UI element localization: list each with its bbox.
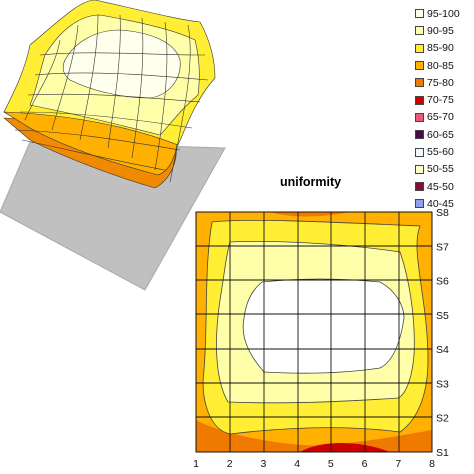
- x-tick-label: 1: [193, 458, 199, 470]
- legend-item: 65-70: [415, 109, 474, 126]
- legend-swatch: [415, 147, 424, 157]
- y-axis: S1 S2 S3 S4 S5 S6 S7 S8: [436, 207, 449, 459]
- y-tick-label: S1: [436, 447, 449, 459]
- surface-mesh: [14, 14, 209, 183]
- contour-plot-border: [195, 211, 433, 453]
- x-tick-label: 5: [328, 458, 334, 470]
- legend-swatch: [415, 164, 424, 174]
- contour-band-95-100: [242, 278, 405, 374]
- legend-label: 55-60: [427, 146, 454, 159]
- y-tick-label: S2: [436, 413, 449, 425]
- y-tick-label: S5: [436, 310, 449, 322]
- legend-swatch: [415, 43, 424, 53]
- legend-swatch: [415, 9, 424, 19]
- legend-label: 70-75: [427, 94, 454, 107]
- legend-item: 90-95: [415, 22, 474, 39]
- contour-plot: S1 S2 S3 S4 S5 S6 S7 S8 1 2 3 4 5 6 7 8: [193, 207, 449, 470]
- legend-item: 70-75: [415, 91, 474, 108]
- x-tick-label: 8: [429, 458, 435, 470]
- legend-swatch: [415, 112, 424, 122]
- y-tick-label: S4: [436, 344, 449, 356]
- legend-swatch: [415, 199, 424, 209]
- x-tick-label: 7: [395, 458, 401, 470]
- legend-swatch: [415, 95, 424, 105]
- contour-band-bottom: [196, 420, 432, 452]
- x-tick-label: 6: [362, 458, 368, 470]
- legend-item: 40-45: [415, 195, 474, 212]
- legend: 95-100 90-95 85-90 80-85 75-80 70-75 65-70 60-6…: [415, 5, 474, 213]
- legend-label: 50-55: [427, 163, 454, 176]
- y-tick-label: S8: [436, 207, 449, 219]
- legend-swatch: [415, 61, 424, 71]
- y-tick-label: S3: [436, 378, 449, 390]
- legend-swatch: [415, 78, 424, 88]
- legend-label: 95-100: [427, 7, 460, 20]
- chart-title: uniformity: [280, 175, 342, 189]
- legend-label: 85-90: [427, 42, 454, 55]
- legend-swatch: [415, 26, 424, 36]
- legend-swatch: [415, 182, 424, 192]
- x-tick-label: 2: [227, 458, 233, 470]
- legend-swatch: [415, 130, 424, 140]
- y-tick-label: S7: [436, 241, 449, 253]
- legend-item: 55-60: [415, 143, 474, 160]
- legend-item: 60-65: [415, 126, 474, 143]
- x-tick-label: 4: [294, 458, 300, 470]
- legend-label: 75-80: [427, 76, 454, 89]
- legend-label: 80-85: [427, 59, 454, 72]
- surface-band-95-100: [62, 29, 181, 99]
- legend-label: 40-45: [427, 197, 454, 210]
- x-axis: 1 2 3 4 5 6 7 8: [193, 458, 435, 470]
- legend-item: 80-85: [415, 57, 474, 74]
- legend-item: 95-100: [415, 5, 474, 22]
- legend-item: 45-50: [415, 178, 474, 195]
- legend-item: 75-80: [415, 74, 474, 91]
- legend-label: 90-95: [427, 24, 454, 37]
- legend-label: 45-50: [427, 180, 454, 193]
- contour-gridlines: [196, 212, 432, 452]
- legend-label: 65-70: [427, 111, 454, 124]
- contour-min-spot: [300, 443, 390, 452]
- y-tick-label: S6: [436, 276, 449, 288]
- contour-top-spot: [270, 212, 350, 217]
- legend-label: 60-65: [427, 128, 454, 141]
- legend-item: 85-90: [415, 40, 474, 57]
- surface-plot: [0, 0, 226, 291]
- x-tick-label: 3: [261, 458, 267, 470]
- legend-item: 50-55: [415, 161, 474, 178]
